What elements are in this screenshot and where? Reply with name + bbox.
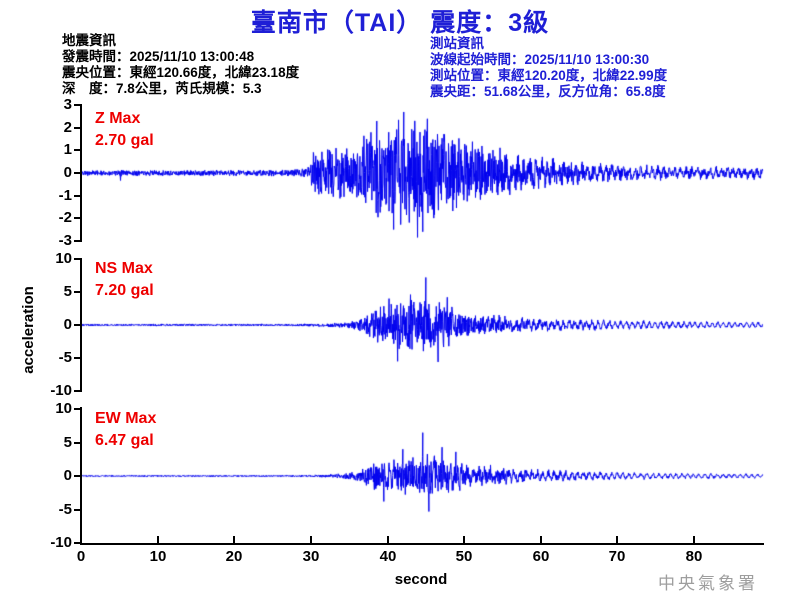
y-axis-line xyxy=(80,258,82,392)
event-origin-time: 發震時間：2025/11/10 13:00:48 xyxy=(62,49,255,64)
x-tick xyxy=(616,536,618,543)
y-tick xyxy=(74,258,80,260)
x-tick xyxy=(463,536,465,543)
x-tick xyxy=(693,536,695,543)
x-tick-label: 60 xyxy=(532,548,550,565)
y-tick-label: -10 xyxy=(50,534,72,551)
y-tick xyxy=(74,324,80,326)
y-tick xyxy=(74,475,80,477)
y-tick xyxy=(74,195,80,197)
x-tick xyxy=(310,536,312,543)
y-tick xyxy=(74,408,80,410)
x-tick xyxy=(387,536,389,543)
ns-max-label: NS Max 7.20 gal xyxy=(95,260,154,299)
x-tick-label: 50 xyxy=(455,548,473,565)
y-tick xyxy=(74,542,80,544)
y-tick-label: 0 xyxy=(63,164,72,181)
page-title: 臺南市（TAI） 震度：3級 xyxy=(250,9,550,37)
y-axis-title: acceleration xyxy=(20,286,37,374)
event-info-heading: 地震資訊 xyxy=(62,33,116,48)
x-tick xyxy=(80,536,82,543)
x-tick-label: 10 xyxy=(149,548,167,565)
y-tick-label: 5 xyxy=(63,434,72,451)
y-tick xyxy=(74,442,80,444)
z-trace-waveform xyxy=(81,104,765,243)
station-info-heading: 測站資訊 xyxy=(430,36,484,51)
ew-trace-waveform xyxy=(81,407,765,544)
agency-watermark: 中央氣象署 xyxy=(658,574,758,594)
x-tick-label: 70 xyxy=(608,548,626,565)
y-axis-line xyxy=(80,104,82,242)
station-info-block: 測站資訊 波線起始時間：2025/11/10 13:00:30 測站位置：東經1… xyxy=(430,36,667,100)
y-tick-label: -1 xyxy=(58,187,72,204)
x-axis-title: second xyxy=(394,571,448,588)
x-tick xyxy=(233,536,235,543)
y-tick-label: 5 xyxy=(63,283,72,300)
ew-max-label: EW Max 6.47 gal xyxy=(95,410,157,449)
y-tick-label: 1 xyxy=(63,141,72,158)
y-tick xyxy=(74,291,80,293)
z-max-label: Z Max 2.70 gal xyxy=(95,110,154,149)
y-tick-label: -5 xyxy=(58,501,72,518)
event-info-block: 地震資訊 發震時間：2025/11/10 13:00:48 震央位置：東經120… xyxy=(62,33,299,97)
event-epicenter: 震央位置：東經120.66度，北緯23.18度 xyxy=(62,65,300,80)
y-tick xyxy=(74,172,80,174)
x-tick-label: 80 xyxy=(685,548,703,565)
y-tick-label: 3 xyxy=(63,96,72,113)
y-tick-label: 2 xyxy=(63,119,72,136)
y-tick xyxy=(74,127,80,129)
x-tick-label: 0 xyxy=(76,548,86,565)
y-tick xyxy=(74,357,80,359)
x-tick xyxy=(157,536,159,543)
station-wave-start-time: 波線起始時間：2025/11/10 13:00:30 xyxy=(430,52,650,67)
y-tick-label: -2 xyxy=(58,209,72,226)
y-tick-label: 10 xyxy=(55,250,72,267)
y-axis-line xyxy=(80,407,82,545)
station-distance-azimuth: 震央距：51.68公里，反方位角：65.8度 xyxy=(430,84,666,99)
y-tick-label: 0 xyxy=(63,467,72,484)
y-tick xyxy=(74,509,80,511)
y-tick-label: 0 xyxy=(63,316,72,333)
y-tick-label: 10 xyxy=(55,400,72,417)
y-tick xyxy=(74,149,80,151)
x-tick-label: 20 xyxy=(225,548,243,565)
x-tick-label: 40 xyxy=(379,548,397,565)
y-tick-label: -10 xyxy=(50,382,72,399)
ns-trace-waveform xyxy=(81,258,765,393)
y-tick xyxy=(74,104,80,106)
x-axis-line xyxy=(80,543,764,545)
x-tick xyxy=(540,536,542,543)
event-depth-magnitude: 深 度：7.8公里，芮氏規模：5.3 xyxy=(62,81,262,96)
y-tick xyxy=(74,240,80,242)
y-tick-label: -5 xyxy=(58,349,72,366)
y-tick xyxy=(74,390,80,392)
x-tick-label: 30 xyxy=(302,548,320,565)
station-location: 測站位置：東經120.20度，北緯22.99度 xyxy=(430,68,668,83)
y-tick-label: -3 xyxy=(58,232,72,249)
y-tick xyxy=(74,217,80,219)
